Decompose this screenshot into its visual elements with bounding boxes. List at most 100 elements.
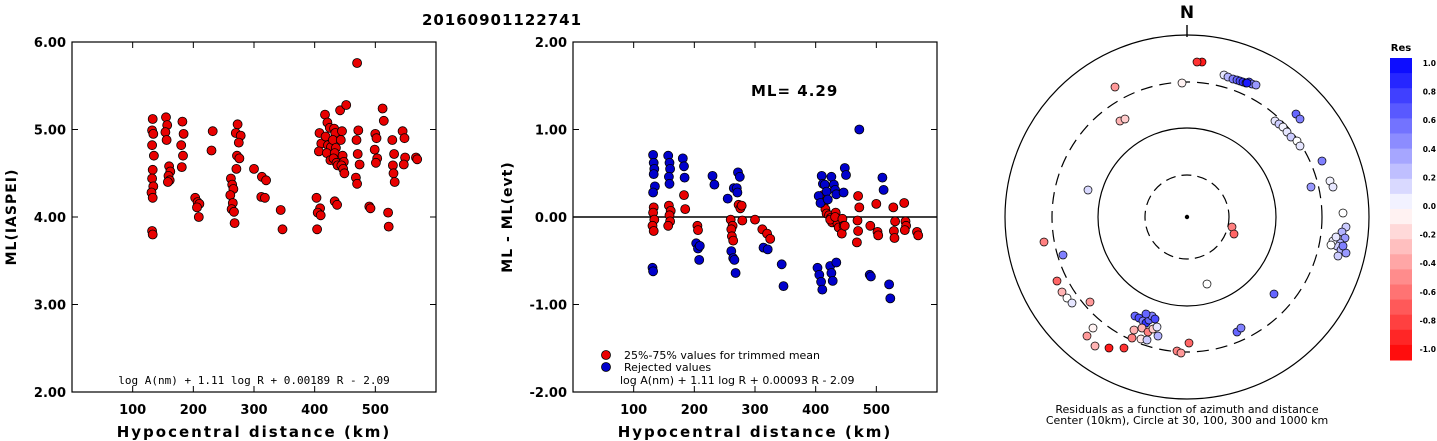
panel-residual-point	[679, 161, 689, 172]
panel-ml-point	[388, 168, 399, 179]
panel-ml-point	[178, 128, 189, 139]
panel-polar: N Residuals as a function of azimuth and…	[1004, 3, 1370, 427]
polar-point	[1119, 343, 1129, 353]
panel-residual-point	[831, 257, 842, 268]
panel-residual-point	[866, 271, 876, 282]
legend-label-trimmed: 25%-75% values for trimmed mean	[624, 349, 820, 362]
polar-point	[1176, 348, 1186, 358]
panel-residual-xtick-label: 100	[620, 403, 647, 418]
panel-ml-point	[352, 178, 363, 189]
colorbar-tick-label: -0.4	[1420, 259, 1436, 268]
panel-ml-point	[399, 133, 410, 144]
panel-ml-point	[193, 212, 204, 222]
panel-residual-point	[853, 226, 863, 236]
panel-residual-xtick-label: 500	[863, 403, 890, 418]
north-label: N	[1180, 3, 1194, 23]
panel-ml-point	[383, 221, 394, 232]
panel-residual-point	[827, 275, 838, 286]
panel-ml-point	[383, 207, 394, 218]
polar-point	[1306, 182, 1316, 192]
panel-ml-point	[335, 135, 346, 145]
colorbar-tick-label: 0.4	[1423, 145, 1436, 154]
colorbar-cell	[1390, 314, 1412, 331]
panel-residual-points	[647, 124, 924, 304]
panel-ml-point	[365, 203, 376, 214]
panel-residual-point	[694, 240, 705, 251]
colorbar-tick-label: -0.8	[1420, 316, 1436, 325]
panel-ml-point	[352, 149, 363, 159]
panel-residual-point	[648, 169, 659, 180]
panel-ml: 100 200 300 400 500 2.00 3.00 4.00 5.00 6.00 ML(I…	[4, 36, 437, 441]
panel-ml-xlabel: Hypocentral distance (km)	[117, 423, 392, 441]
colorbar-cell	[1390, 344, 1412, 361]
panel-residual-point	[679, 172, 690, 183]
polar-point	[1331, 232, 1341, 242]
colorbar-cell	[1390, 178, 1412, 195]
panel-ml-point	[351, 135, 362, 145]
polar-point	[1338, 208, 1348, 218]
colorbar-title: Res	[1391, 43, 1411, 54]
polar-point	[1295, 114, 1305, 124]
panel-ml-point	[335, 105, 346, 116]
panel-residual-xtick-label: 200	[681, 403, 708, 418]
panel-ml-ytick-label: 3.00	[34, 299, 66, 314]
panel-ml-point	[275, 205, 286, 215]
panel-residual-point	[853, 191, 863, 201]
panel-ml-point	[207, 126, 218, 137]
polar-point	[1202, 279, 1212, 289]
panel-ml-points	[146, 58, 423, 240]
polar-point	[1057, 287, 1067, 297]
colorbar-cell	[1390, 224, 1412, 240]
legend-label-rejected: Rejected values	[624, 361, 711, 374]
panel-residual-point	[884, 279, 894, 290]
panel-residual-point	[889, 233, 900, 243]
polar-point	[1229, 229, 1239, 239]
panel-ml-ytick-label: 4.00	[34, 211, 66, 226]
polar-point	[1067, 298, 1077, 308]
circle-30km	[1144, 174, 1230, 260]
panel-ml-point	[177, 116, 188, 127]
panel-ml-point	[352, 58, 363, 68]
panel-ml-formula: log A(nm) + 1.11 log R + 0.00189 R - 2.0…	[118, 374, 390, 387]
polar-point	[1058, 250, 1068, 260]
colorbar-tick-label: 0.8	[1423, 88, 1436, 97]
panel-ml-point	[387, 135, 398, 145]
panel-ml-point	[249, 163, 259, 174]
panel-residual-ytick-label: 1.00	[535, 124, 567, 139]
panel-residual-point	[765, 233, 776, 244]
panel-residual-point	[888, 202, 899, 213]
panel-ml-point	[234, 153, 245, 164]
panel-ml-point	[378, 115, 389, 126]
polar-points	[1039, 57, 1351, 358]
polar-point	[1082, 331, 1092, 341]
panel-residual-xlabel: Hypocentral distance (km)	[618, 423, 893, 441]
panel-residual-point	[817, 284, 828, 295]
panel-residual-point	[648, 266, 658, 277]
legend: 25%-75% values for trimmed mean Rejected…	[601, 349, 820, 374]
panel-ml-point	[259, 192, 270, 203]
panel-residual-ytick-label: 2.00	[535, 36, 567, 51]
panel-ml-point	[371, 133, 382, 144]
colorbar-cell	[1390, 73, 1412, 89]
polar-point	[1192, 57, 1202, 67]
colorbar-cell	[1390, 299, 1412, 316]
panel-ml-point	[389, 177, 400, 187]
polar-point	[1251, 80, 1261, 90]
panel-residual-point	[877, 172, 888, 183]
panel-residual-point	[648, 226, 659, 236]
panel-residual-xtick-label: 400	[802, 403, 829, 418]
polar-point	[1236, 323, 1246, 333]
panel-residual-point	[694, 254, 705, 265]
panel-ml-point	[354, 159, 365, 170]
colorbar-tick-label: 0.0	[1423, 202, 1436, 211]
panel-ml-point	[353, 125, 364, 136]
polar-point	[1085, 297, 1095, 307]
panel-ml-point	[332, 199, 343, 210]
panel-ml-point	[398, 159, 409, 170]
panel-residual-point	[730, 268, 741, 278]
panel-residual-point	[854, 202, 865, 213]
panel-ml-xtick-label: 500	[362, 403, 389, 418]
panel-ml-point	[339, 168, 350, 179]
polar-point	[1110, 82, 1120, 92]
polar-point	[1127, 333, 1137, 343]
